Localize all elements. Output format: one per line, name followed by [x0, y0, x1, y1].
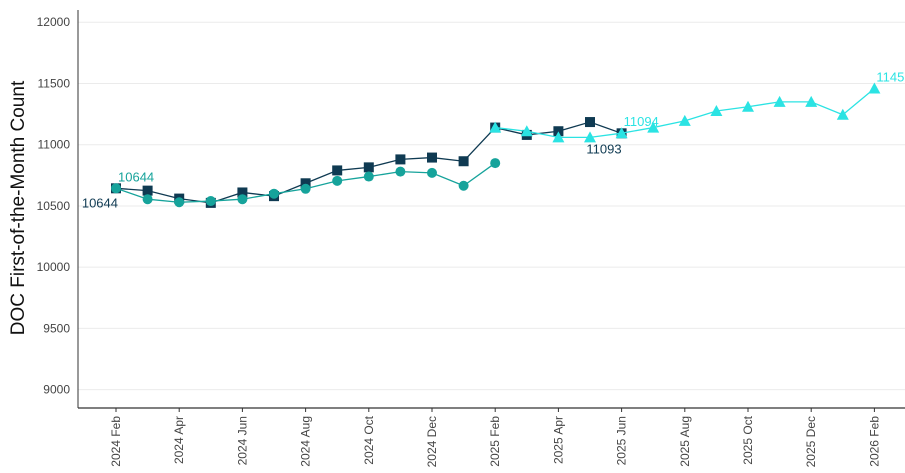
x-tick-label: 2024 Feb [109, 416, 123, 467]
y-tick-label: 11500 [38, 76, 71, 90]
triangle-marker [710, 105, 723, 117]
square-marker [585, 117, 595, 128]
circle-marker [490, 158, 501, 169]
square-marker [300, 178, 311, 189]
axes [77, 10, 905, 412]
grid-lines [78, 21, 905, 391]
triangle-marker [805, 95, 818, 107]
x-tick-label: 2025 Dec [804, 416, 818, 467]
x-tick-label: 2025 Jun [615, 416, 629, 465]
triangle-marker [647, 121, 660, 133]
triangle-marker [742, 100, 754, 112]
series-1 [111, 117, 627, 208]
x-tick-label: 2025 Oct [741, 415, 755, 464]
circle-marker [205, 196, 216, 207]
circle-marker [300, 183, 311, 194]
triangle-marker [773, 95, 786, 107]
x-tick-label: 2024 Oct [362, 415, 376, 464]
y-tick-label: 9500 [43, 321, 70, 335]
circle-marker [332, 175, 343, 186]
x-tick-label: 2024 Apr [172, 416, 186, 464]
y-axis-label: DOC First-of-the-Month Count [8, 80, 29, 335]
data-label: 11094 [624, 114, 659, 129]
data-label: 10644 [82, 195, 118, 210]
series-3 [489, 82, 881, 143]
x-tick-label: 2025 Feb [488, 416, 502, 467]
triangle-marker [520, 125, 533, 137]
x-tick-label: 2026 Feb [867, 416, 881, 467]
circle-marker [458, 180, 469, 191]
data-label: 10644 [118, 169, 154, 184]
data-label: 11093 [586, 141, 621, 156]
x-tick-label: 2024 Jun [235, 416, 249, 465]
y-tick-label: 11000 [38, 138, 71, 152]
data-label: 11459 [876, 69, 905, 84]
x-tick-label: 2025 Apr [551, 416, 565, 464]
triangle-marker [836, 108, 849, 120]
triangle-marker [615, 127, 628, 139]
triangle-marker [489, 121, 502, 133]
triangle-marker [868, 82, 881, 94]
x-tick-label: 2024 Aug [299, 416, 313, 467]
square-marker [427, 152, 437, 163]
y-tick-label: 9000 [43, 383, 70, 397]
square-marker [332, 165, 343, 176]
square-marker [553, 126, 564, 137]
circle-marker [427, 167, 437, 178]
square-marker [395, 154, 406, 165]
series-2 [111, 158, 501, 208]
circle-marker [174, 197, 185, 208]
triangle-marker [678, 114, 691, 126]
triangle-marker [584, 131, 596, 143]
circle-marker [142, 194, 153, 205]
circle-marker [363, 171, 374, 182]
triangle-marker [552, 131, 565, 143]
circle-marker [395, 166, 406, 177]
y-tick-label: 10000 [37, 260, 71, 274]
series-line [495, 87, 875, 139]
y-tick-labels: 9000 9500 10000 10500 11000 11500 12000 [37, 15, 71, 396]
square-marker [458, 156, 469, 167]
square-marker [237, 187, 248, 198]
square-marker [142, 185, 153, 196]
y-tick-label: 10500 [37, 199, 71, 213]
circle-marker [111, 183, 121, 194]
x-tick-labels: 2024 Feb 2024 Apr 2024 Jun 2024 Aug 2024 Oct… [109, 415, 881, 467]
circle-marker [237, 194, 248, 205]
circle-marker [269, 188, 279, 199]
square-marker [363, 162, 374, 173]
x-tick-label: 2025 Aug [678, 416, 692, 467]
series-group [111, 82, 881, 208]
y-tick-label: 12000 [37, 15, 71, 29]
x-tick-label: 2024 Dec [425, 416, 439, 467]
